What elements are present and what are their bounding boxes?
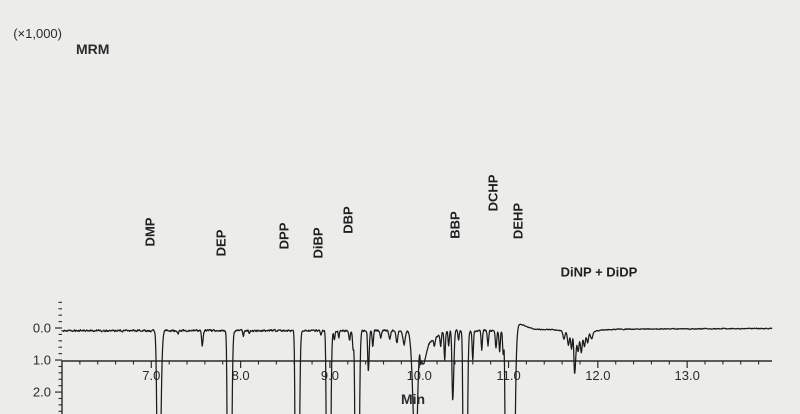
peak-label-dep: DEP — [213, 229, 229, 257]
y-tick-label: 0.0 — [33, 321, 51, 336]
x-axis-title: Min — [400, 391, 426, 407]
peak-label-dpp: DPP — [276, 222, 292, 250]
axis-tick-labels: 7.08.09.010.011.012.013.00.01.02.03.04.0… — [33, 321, 700, 400]
y-tick-label: 2.0 — [33, 385, 51, 400]
x-tick-label: 10.0 — [407, 368, 432, 383]
peak-label-dibp: DiBP — [310, 227, 326, 259]
peak-label-dbp: DBP — [340, 206, 356, 234]
peak-label-dehp: DEHP — [510, 202, 526, 240]
acquisition-mode-label: MRM — [76, 41, 110, 57]
peak-label-dchp: DCHP — [485, 174, 501, 212]
axis-lines-path — [61, 360, 772, 414]
x-tick-label: 13.0 — [675, 368, 700, 383]
peak-label-bbp: BBP — [447, 211, 463, 239]
x-tick-label: 12.0 — [585, 368, 610, 383]
chromatogram-trace — [61, 323, 773, 414]
peak-label-dmp: DMP — [142, 217, 158, 247]
x-tick-label: 11.0 — [496, 368, 520, 383]
x-tick-label: 8.0 — [232, 368, 250, 383]
peak-label-dinp-didp: DiNP + DiDP — [560, 264, 638, 280]
chromatogram-trace-path — [61, 323, 773, 414]
axis-lines — [61, 360, 772, 414]
y-axis-unit-label: (×1,000) — [13, 26, 62, 41]
y-tick-label: 1.0 — [33, 353, 51, 368]
x-tick-label: 7.0 — [142, 368, 160, 383]
x-tick-label: 9.0 — [321, 368, 339, 383]
